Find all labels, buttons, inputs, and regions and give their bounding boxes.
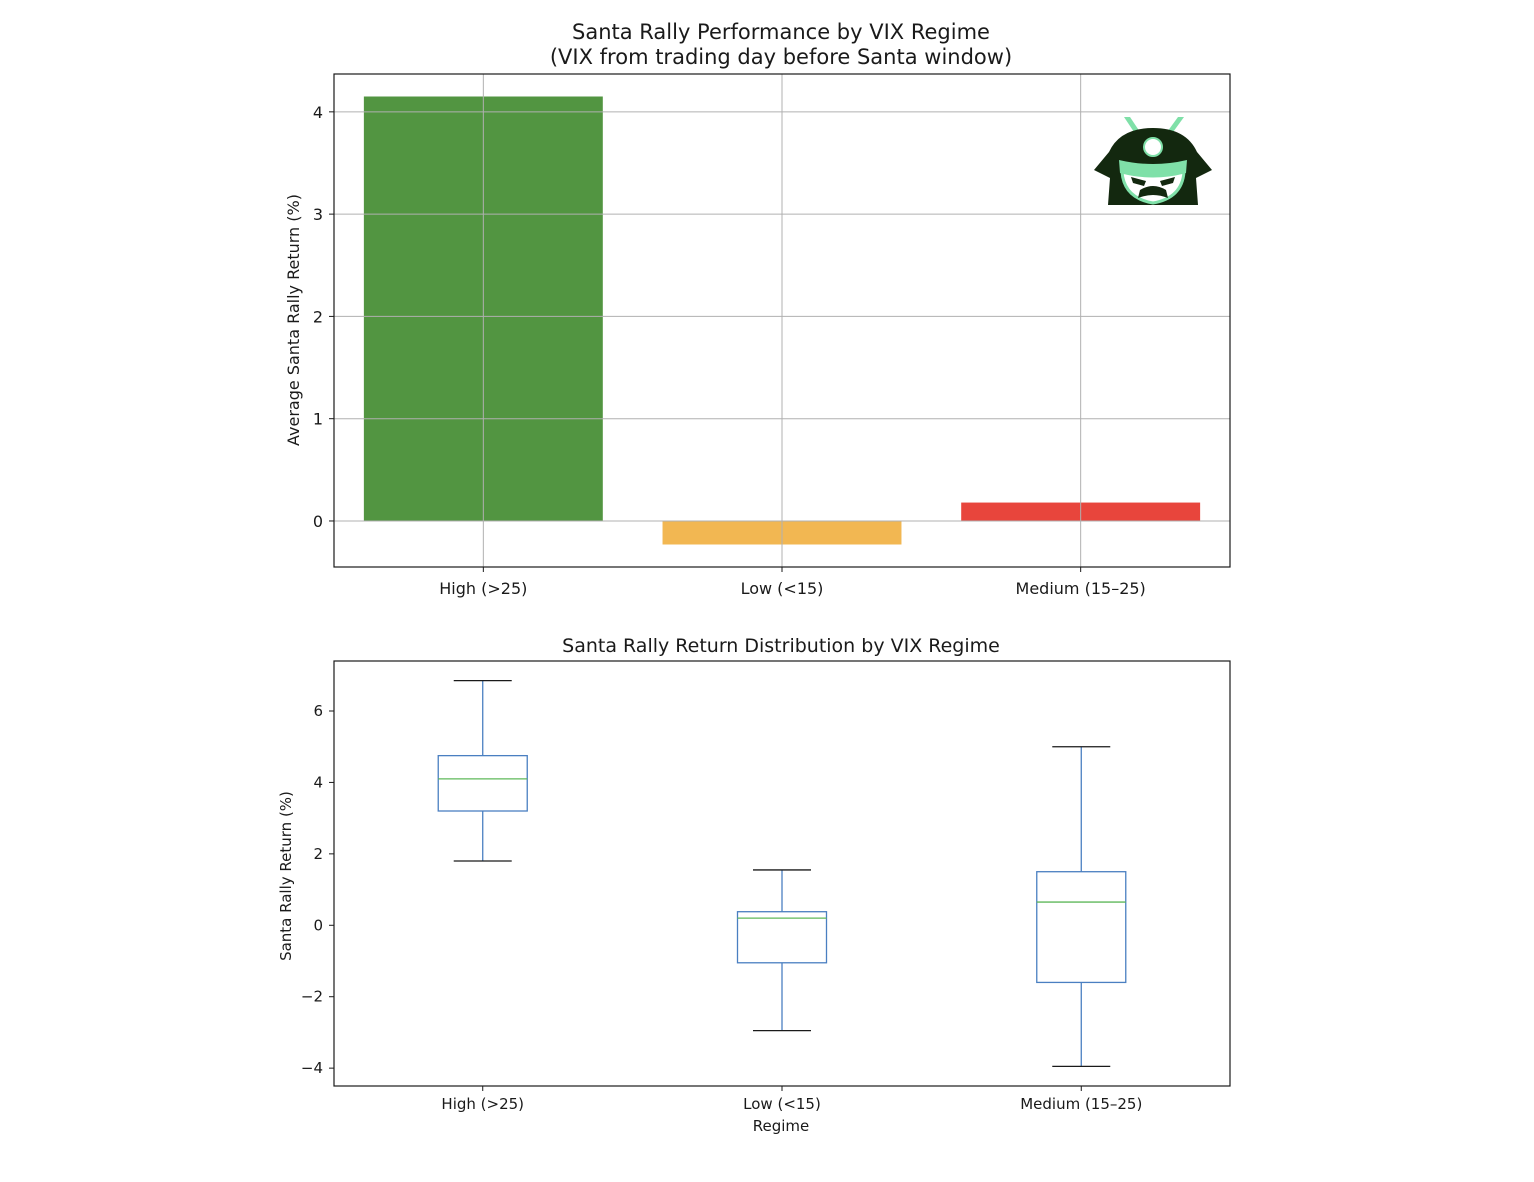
bar-chart-grid <box>334 74 1230 567</box>
bar-chart: Santa Rally Performance by VIX Regime (V… <box>284 20 1231 598</box>
y-tick-label: 2 <box>313 845 323 863</box>
box-chart-title: Santa Rally Return Distribution by VIX R… <box>562 635 1000 657</box>
y-tick-label: −4 <box>301 1059 323 1077</box>
y-tick-label: 4 <box>313 103 323 122</box>
bar-chart-ticks: 0 1 2 3 4 High (>25) Low (<15) Medium (15–25) <box>313 103 1146 598</box>
x-tick-label: High (>25) <box>441 1095 524 1113</box>
box-chart-boxes <box>437 679 1127 1068</box>
x-tick-label: Medium (15–25) <box>1016 579 1146 598</box>
box-chart-xlabel: Regime <box>753 1117 810 1135</box>
y-tick-label: 3 <box>313 205 323 224</box>
y-tick-label: 0 <box>313 512 323 531</box>
bar-chart-title: Santa Rally Performance by VIX Regime <box>572 20 990 44</box>
box-chart-ylabel: Santa Rally Return (%) <box>277 791 295 961</box>
box <box>736 911 828 964</box>
x-tick-label: Medium (15–25) <box>1020 1095 1142 1113</box>
x-tick-label: Low (<15) <box>741 579 824 598</box>
y-tick-label: −2 <box>301 988 323 1006</box>
bar-chart-frame <box>333 73 1231 568</box>
x-tick-label: Low (<15) <box>743 1095 821 1113</box>
box-chart-ticks: −4 −2 0 2 4 6 High (>25) Low (<15) Medium (15–25… <box>301 702 1142 1113</box>
y-tick-label: 4 <box>313 773 323 791</box>
box <box>1036 871 1127 984</box>
box-chart: Santa Rally Return Distribution by VIX R… <box>277 635 1231 1135</box>
y-tick-label: 0 <box>313 916 323 934</box>
bar-chart-subtitle: (VIX from trading day before Santa windo… <box>550 45 1012 69</box>
box <box>437 754 528 812</box>
y-tick-label: 2 <box>313 307 323 326</box>
samurai-helmet-logo <box>1094 117 1212 205</box>
x-tick-label: High (>25) <box>439 579 527 598</box>
y-tick-label: 1 <box>313 410 323 429</box>
y-tick-label: 6 <box>313 702 323 720</box>
box-chart-frame <box>333 660 1231 1087</box>
bar-chart-ylabel: Average Santa Rally Return (%) <box>284 194 303 446</box>
